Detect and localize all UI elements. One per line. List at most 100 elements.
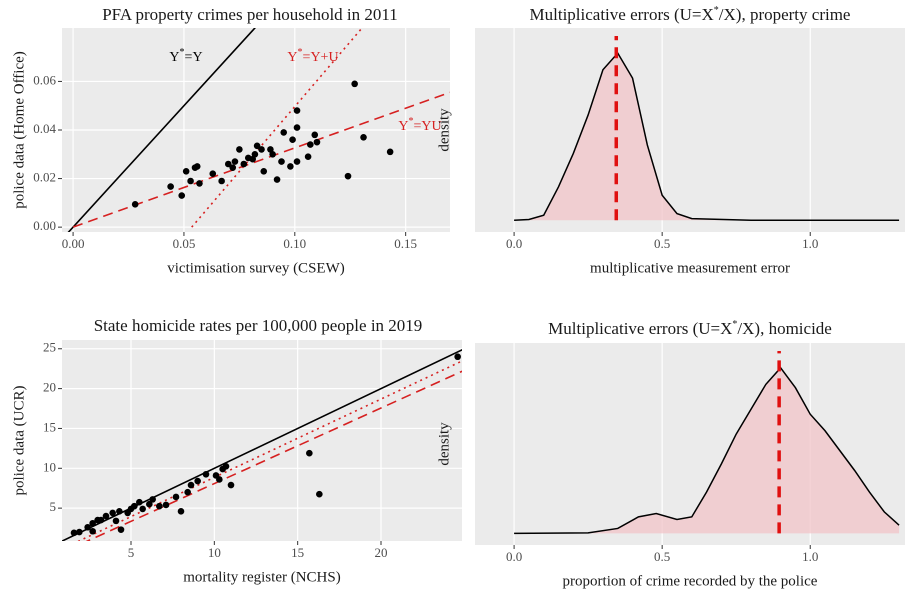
point (351, 80, 358, 88)
y-axis-title: police data (UCR) (11, 386, 27, 496)
point (258, 146, 265, 153)
y-tick-label: 5 (50, 499, 57, 514)
point (196, 180, 203, 187)
y-axis-title: density (436, 422, 452, 466)
point (136, 498, 143, 506)
text-part: Multiplicative errors (U=X (548, 319, 732, 338)
panel: PFA property crimes per household in 201… (11, 5, 450, 276)
point (287, 163, 294, 170)
chart-title: PFA property crimes per household in 201… (102, 5, 398, 24)
text-part: Multiplicative errors (U=X (530, 5, 714, 24)
x-tick-label: 0.5 (654, 549, 670, 564)
point (307, 141, 314, 148)
point (227, 481, 235, 489)
x-tick-label: 0.0 (506, 549, 522, 564)
panel: State homicide rates per 100,000 people … (11, 316, 462, 585)
point (313, 138, 321, 146)
x-tick-label: 0.0 (506, 236, 522, 251)
superscript: * (298, 47, 303, 58)
density-area (514, 367, 900, 534)
x-tick-label: 1.0 (802, 549, 818, 564)
point (278, 158, 285, 165)
y-axis-title: density (436, 108, 452, 152)
point (386, 148, 394, 156)
x-axis-title: mortality register (NCHS) (183, 569, 340, 585)
point (167, 183, 174, 190)
y-tick-label: 20 (43, 380, 56, 395)
point (89, 519, 96, 527)
point (146, 500, 153, 508)
plot-area (514, 351, 900, 535)
text-part: Y (169, 50, 179, 65)
chart-title: Multiplicative errors (U=X*/X), homicide (548, 319, 832, 338)
annotation: Y*=Y (169, 47, 202, 65)
chart-title: State homicide rates per 100,000 people … (94, 316, 423, 335)
x-tick-label: 0.5 (654, 236, 670, 251)
reference-line (77, 360, 462, 541)
point (193, 163, 201, 170)
y-tick-label: 25 (43, 340, 56, 355)
point (116, 508, 123, 515)
superscript: * (409, 116, 414, 127)
point (76, 528, 83, 536)
point (177, 508, 185, 515)
y-tick-label: 15 (43, 419, 56, 434)
point (184, 488, 191, 496)
point (306, 449, 313, 457)
point (224, 160, 232, 168)
reference-line (67, 28, 256, 232)
point (311, 131, 319, 139)
point (187, 481, 195, 489)
y-tick-label: 10 (43, 459, 56, 474)
x-tick-label: 15 (291, 545, 304, 560)
plot-area (514, 36, 900, 222)
y-tick-label: 0.00 (33, 218, 56, 233)
point (117, 526, 125, 533)
point (202, 470, 210, 478)
point (109, 509, 116, 517)
point (454, 353, 461, 361)
point (253, 142, 261, 150)
text-part: =Y (185, 50, 203, 65)
x-axis-title: proportion of crime recorded by the poli… (563, 573, 818, 589)
point (97, 516, 105, 524)
density-line (514, 366, 900, 535)
point (102, 512, 110, 520)
point (209, 170, 217, 178)
x-tick-label: 0.15 (394, 236, 417, 251)
point (178, 192, 186, 199)
y-tick-label: 0.02 (33, 170, 56, 185)
point (240, 160, 248, 168)
x-tick-label: 10 (208, 545, 221, 560)
annotation: Y*=YU (398, 116, 441, 134)
y-tick-label: 0.04 (33, 121, 56, 136)
point (231, 158, 239, 165)
text-part: Y (287, 50, 297, 65)
panel: Multiplicative errors (U=X*/X), property… (436, 5, 905, 276)
annotation: Y*=Y+U (287, 47, 338, 65)
text-part: Y (398, 119, 408, 134)
point (194, 477, 201, 485)
x-tick-label: 1.0 (802, 236, 818, 251)
point (218, 177, 225, 185)
chart-title: Multiplicative errors (U=X*/X), property… (530, 5, 851, 24)
text-part: =Y+U (303, 50, 339, 65)
plot-area (67, 28, 450, 232)
point (216, 476, 223, 483)
point (280, 129, 288, 136)
plot-background (475, 28, 905, 232)
point (70, 529, 78, 537)
point (112, 517, 120, 525)
superscript: * (732, 319, 737, 330)
y-tick-label: 0.06 (33, 72, 56, 87)
point (131, 502, 138, 510)
point (172, 493, 180, 501)
reference-line (62, 348, 462, 541)
point (269, 150, 276, 158)
point (293, 124, 301, 131)
x-tick-label: 0.10 (283, 236, 306, 251)
plot-area (62, 348, 462, 541)
point (222, 462, 230, 470)
point (344, 172, 352, 180)
